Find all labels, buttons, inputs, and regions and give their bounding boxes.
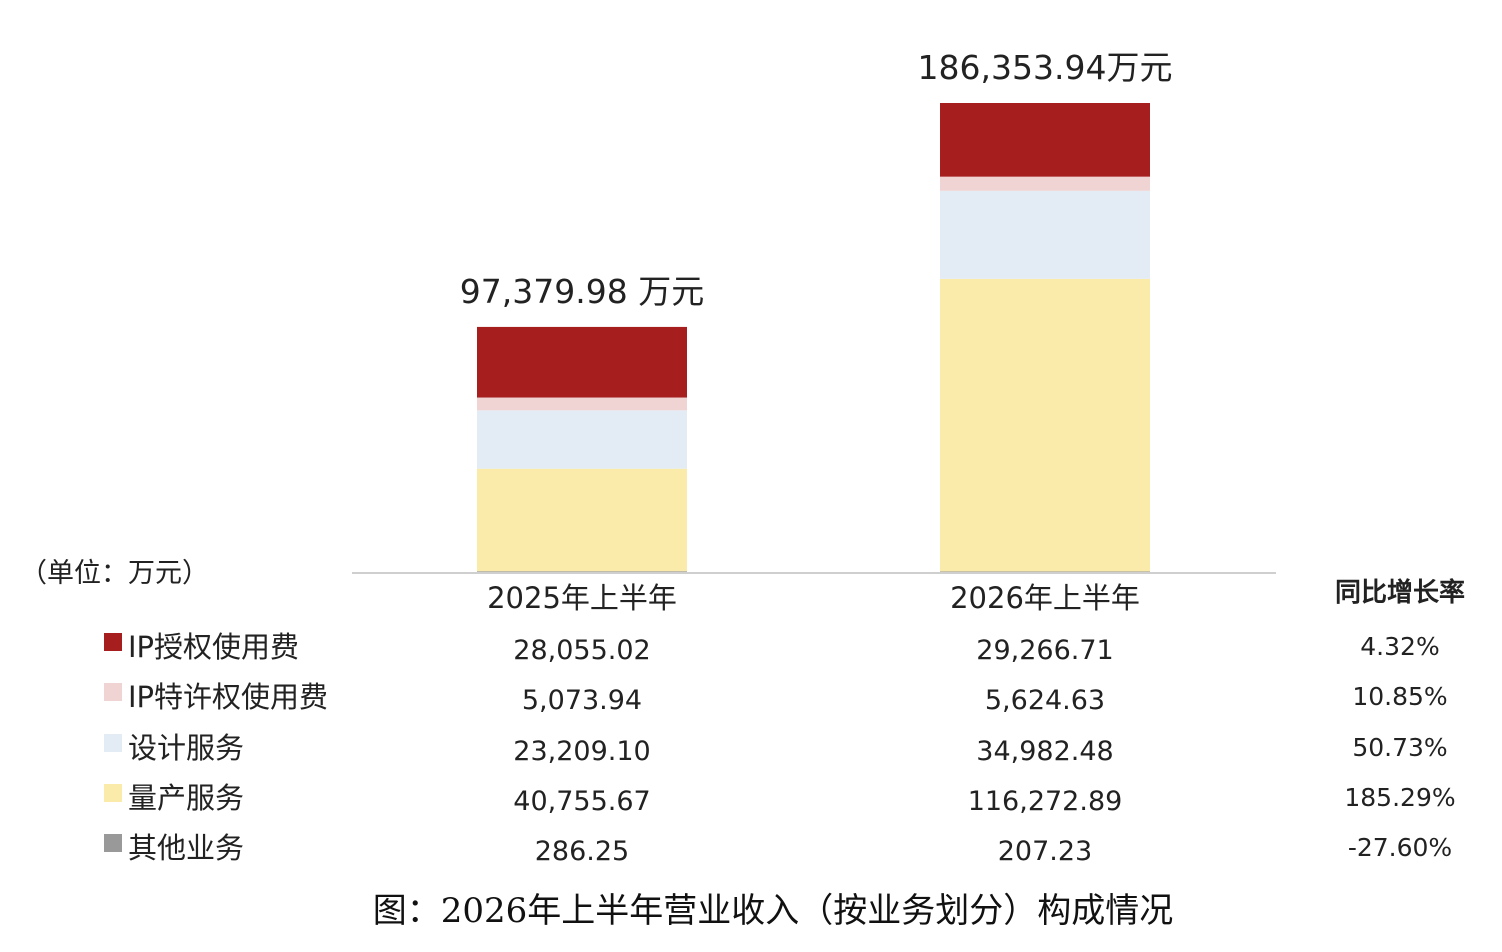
table-value: 116,272.89	[968, 786, 1123, 817]
bars-layer	[477, 103, 1150, 572]
bar-segment	[940, 571, 1150, 572]
table-value: 207.23	[998, 836, 1092, 867]
legend-swatch	[104, 784, 122, 802]
bar-segment	[940, 103, 1150, 177]
legend-swatch	[104, 683, 122, 701]
bar-segment	[477, 571, 687, 572]
legend-swatch	[104, 834, 122, 852]
table-value: 28,055.02	[513, 635, 650, 666]
growth-value: -27.60%	[1348, 833, 1452, 862]
chart-title: 图：2026年上半年营业收入（按业务划分）构成情况	[373, 891, 1174, 931]
bar-segment	[477, 326, 687, 398]
category-labels: 2025年上半年 2026年上半年	[487, 581, 1140, 615]
total-labels: 97,379.98 万元 186,353.94万元	[460, 48, 1173, 311]
legend-swatch	[104, 734, 122, 752]
bar-segment	[477, 468, 687, 572]
bar-segment	[477, 397, 687, 411]
table-value: 40,755.67	[513, 786, 650, 817]
bar-segment	[477, 410, 687, 469]
table-value: 5,073.94	[522, 685, 642, 716]
growth-value: 10.85%	[1352, 682, 1447, 711]
bar-segment	[940, 190, 1150, 279]
category-label: 2026年上半年	[950, 581, 1140, 615]
growth-value: 185.29%	[1344, 783, 1455, 812]
growth-value: 50.73%	[1352, 733, 1447, 762]
bar-segment	[940, 176, 1150, 191]
unit-label: （单位：万元）	[20, 558, 209, 589]
series-name: IP授权使用费	[128, 630, 299, 664]
total-label: 186,353.94万元	[918, 48, 1173, 87]
bar-segment	[940, 278, 1150, 572]
series-name: 设计服务	[128, 731, 244, 765]
total-label: 97,379.98 万元	[460, 272, 704, 311]
data-table: IP授权使用费 28,055.02 29,266.71 4.32% IP特许权使用费 5,…	[104, 630, 1456, 867]
legend-swatch	[104, 633, 122, 651]
series-name: IP特许权使用费	[128, 680, 328, 714]
growth-header: 同比增长率	[1335, 577, 1465, 608]
table-value: 5,624.63	[985, 685, 1105, 716]
table-value: 34,982.48	[976, 736, 1113, 767]
growth-value: 4.32%	[1360, 632, 1439, 661]
table-value: 29,266.71	[976, 635, 1113, 666]
series-name: 其他业务	[128, 831, 244, 865]
category-label: 2025年上半年	[487, 581, 677, 615]
table-value: 23,209.10	[513, 736, 650, 767]
series-name: 量产服务	[128, 781, 244, 815]
table-value: 286.25	[535, 836, 629, 867]
